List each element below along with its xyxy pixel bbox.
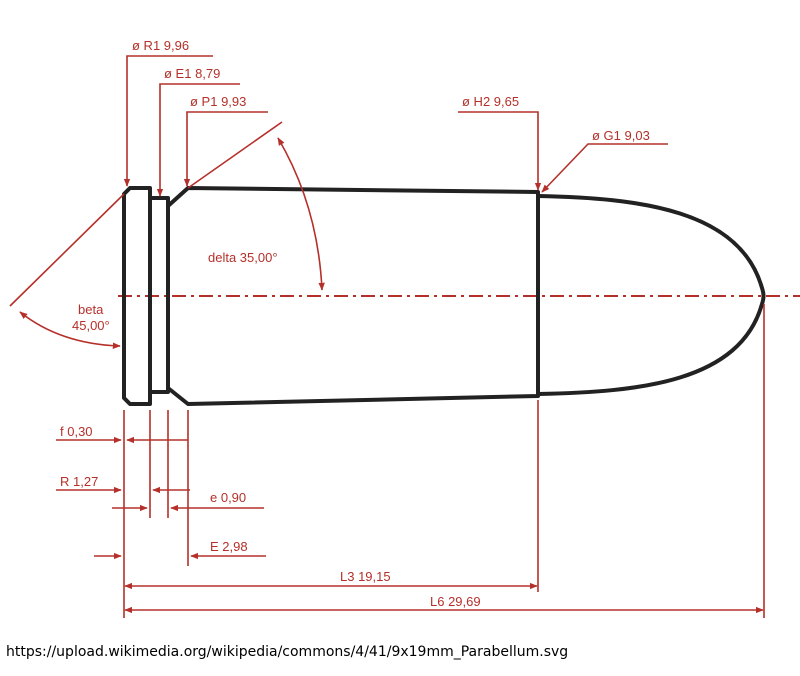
label-e: e 0,90 — [210, 490, 246, 505]
delta-arc — [277, 137, 325, 291]
label-H2: ø H2 9,65 — [462, 94, 519, 109]
extension-lines — [123, 304, 765, 618]
label-beta-name: beta — [78, 302, 104, 317]
extractor-groove — [150, 196, 170, 394]
case-body — [166, 186, 540, 406]
beta-arc — [19, 311, 121, 349]
delta-ref-line — [187, 121, 283, 189]
label-R: R 1,27 — [60, 474, 98, 489]
diameter-leaders — [123, 55, 668, 197]
label-L3: L3 19,15 — [340, 569, 391, 584]
beta-ref-line — [9, 193, 125, 307]
label-L6: L6 29,69 — [430, 594, 481, 609]
label-R1: ø R1 9,96 — [132, 38, 189, 53]
label-G1: ø G1 9,03 — [592, 128, 650, 143]
label-P1: ø P1 9,93 — [190, 94, 246, 109]
label-E1: ø E1 8,79 — [164, 66, 220, 81]
label-f: f 0,30 — [60, 424, 93, 439]
label-delta: delta 35,00° — [208, 250, 278, 265]
bullet — [537, 194, 766, 396]
source-url: https://upload.wikimedia.org/wikipedia/c… — [6, 644, 569, 660]
label-E: E 2,98 — [210, 539, 248, 554]
label-beta-value: 45,00° — [72, 318, 110, 333]
